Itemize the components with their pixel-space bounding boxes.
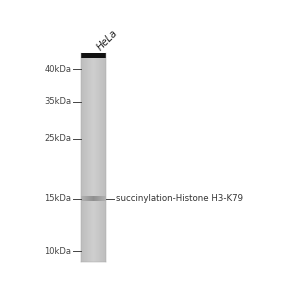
Bar bbox=[103, 58, 104, 262]
Bar bbox=[95, 196, 96, 201]
Bar bbox=[103, 196, 104, 201]
Bar bbox=[90, 58, 91, 262]
Bar bbox=[105, 58, 106, 262]
Bar bbox=[93, 196, 94, 201]
Bar bbox=[87, 58, 88, 262]
Bar bbox=[86, 58, 87, 262]
Bar bbox=[88, 58, 89, 262]
Bar bbox=[93, 58, 94, 262]
Bar bbox=[100, 58, 101, 262]
Bar bbox=[91, 196, 92, 201]
Bar bbox=[81, 196, 82, 201]
Bar bbox=[103, 196, 104, 201]
Bar bbox=[97, 58, 98, 262]
Bar bbox=[100, 196, 101, 201]
Bar bbox=[84, 58, 85, 262]
Bar bbox=[84, 58, 85, 262]
Bar bbox=[101, 58, 102, 262]
Bar bbox=[92, 196, 93, 201]
Bar bbox=[99, 196, 100, 201]
Bar bbox=[104, 58, 105, 262]
Bar bbox=[87, 196, 88, 201]
Bar bbox=[83, 58, 84, 262]
Bar bbox=[90, 196, 91, 201]
Bar bbox=[98, 196, 99, 201]
Bar bbox=[94, 58, 95, 262]
Bar bbox=[101, 196, 102, 201]
Bar bbox=[87, 196, 88, 201]
Bar bbox=[88, 196, 89, 201]
Bar bbox=[102, 58, 103, 262]
Bar bbox=[91, 58, 92, 262]
Text: HeLa: HeLa bbox=[95, 28, 119, 52]
Bar bbox=[82, 196, 83, 201]
Bar bbox=[81, 58, 82, 262]
Bar bbox=[90, 58, 91, 262]
Bar bbox=[93, 58, 94, 262]
Bar bbox=[86, 58, 87, 262]
Bar bbox=[82, 196, 83, 201]
Bar bbox=[101, 196, 102, 201]
Bar bbox=[98, 196, 99, 201]
Bar bbox=[97, 196, 98, 201]
Bar bbox=[95, 196, 96, 201]
Bar bbox=[95, 58, 96, 262]
Bar bbox=[89, 58, 90, 262]
Bar bbox=[89, 196, 90, 201]
Bar bbox=[82, 58, 83, 262]
Bar bbox=[81, 196, 82, 201]
Bar bbox=[96, 58, 97, 262]
Bar bbox=[104, 196, 105, 201]
Bar bbox=[96, 58, 97, 262]
Bar bbox=[89, 196, 90, 201]
Bar bbox=[95, 58, 96, 262]
Text: 25kDa: 25kDa bbox=[44, 134, 71, 143]
Bar bbox=[84, 196, 85, 201]
Bar bbox=[89, 58, 90, 262]
Bar bbox=[81, 58, 82, 262]
Bar bbox=[85, 196, 86, 201]
Bar bbox=[86, 196, 87, 201]
Bar bbox=[98, 58, 99, 262]
Bar bbox=[97, 58, 98, 262]
Bar bbox=[81, 53, 106, 58]
Bar bbox=[102, 196, 103, 201]
Bar bbox=[103, 58, 104, 262]
Bar bbox=[86, 196, 87, 201]
Bar bbox=[101, 58, 102, 262]
Bar bbox=[96, 196, 97, 201]
Bar bbox=[105, 196, 106, 201]
Bar bbox=[90, 196, 91, 201]
Bar bbox=[82, 58, 83, 262]
Text: 10kDa: 10kDa bbox=[44, 247, 71, 256]
Text: 15kDa: 15kDa bbox=[44, 194, 71, 203]
Bar bbox=[96, 196, 97, 201]
Bar bbox=[83, 196, 84, 201]
Bar bbox=[92, 196, 93, 201]
Bar bbox=[104, 196, 105, 201]
Bar bbox=[92, 58, 93, 262]
Text: succinylation-Histone H3-K79: succinylation-Histone H3-K79 bbox=[116, 194, 243, 203]
Bar bbox=[99, 58, 100, 262]
Bar bbox=[87, 58, 88, 262]
Bar bbox=[104, 58, 105, 262]
Bar bbox=[98, 58, 99, 262]
Text: 35kDa: 35kDa bbox=[44, 97, 71, 106]
Bar bbox=[100, 196, 101, 201]
Bar bbox=[100, 58, 101, 262]
Text: 40kDa: 40kDa bbox=[44, 65, 71, 74]
Bar bbox=[84, 196, 85, 201]
Bar bbox=[83, 58, 84, 262]
Bar bbox=[92, 58, 93, 262]
Bar bbox=[93, 196, 94, 201]
Bar bbox=[85, 58, 86, 262]
Bar bbox=[94, 196, 95, 201]
Bar bbox=[83, 196, 84, 201]
Bar bbox=[97, 196, 98, 201]
